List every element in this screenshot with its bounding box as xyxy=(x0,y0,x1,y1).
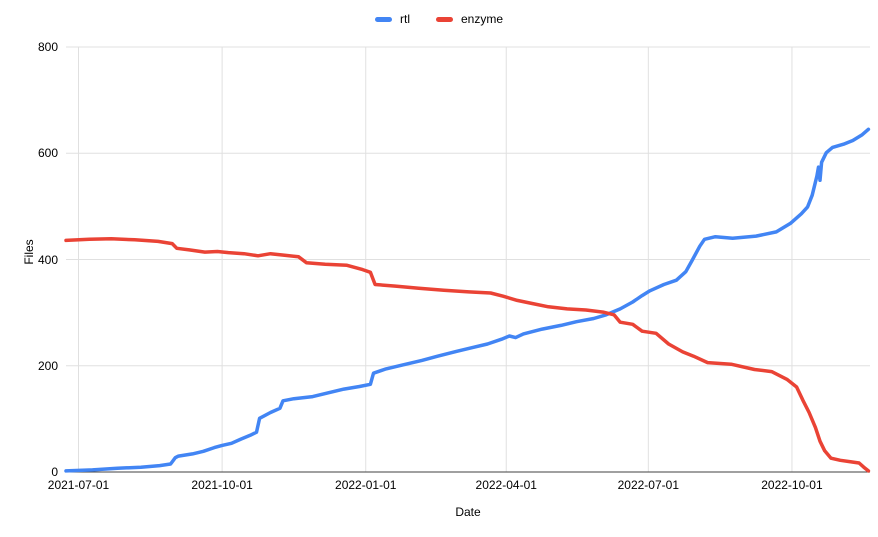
x-tick-label: 2021-07-01 xyxy=(47,478,110,492)
x-tick-label: 2021-10-01 xyxy=(191,478,253,492)
y-tick-label: 200 xyxy=(37,358,58,373)
x-tick-label: 2022-07-01 xyxy=(617,478,679,492)
x-tick-label: 2022-01-01 xyxy=(335,478,397,492)
legend-label-rtl: rtl xyxy=(399,12,410,26)
x-tick-label: 2022-10-01 xyxy=(761,478,823,492)
legend-marker-rtl xyxy=(374,16,392,22)
legend-marker-enzyme xyxy=(435,16,453,22)
series-line-rtl[interactable] xyxy=(64,127,871,473)
chart-legend: rtl enzyme xyxy=(0,8,878,30)
legend-item-rtl[interactable]: rtl xyxy=(374,12,410,26)
y-axis-title: Files xyxy=(22,239,36,265)
x-tick-label: 2022-04-01 xyxy=(475,478,537,492)
legend-item-enzyme[interactable]: enzyme xyxy=(435,12,504,26)
legend-label-enzyme: enzyme xyxy=(460,12,504,26)
y-tick-label: 400 xyxy=(37,252,58,267)
series-line-enzyme[interactable] xyxy=(64,237,871,473)
x-axis-title: Date xyxy=(455,505,481,519)
y-tick-label: 600 xyxy=(37,146,58,161)
y-tick-label: 800 xyxy=(37,40,58,54)
y-tick-label: 0 xyxy=(51,465,58,479)
